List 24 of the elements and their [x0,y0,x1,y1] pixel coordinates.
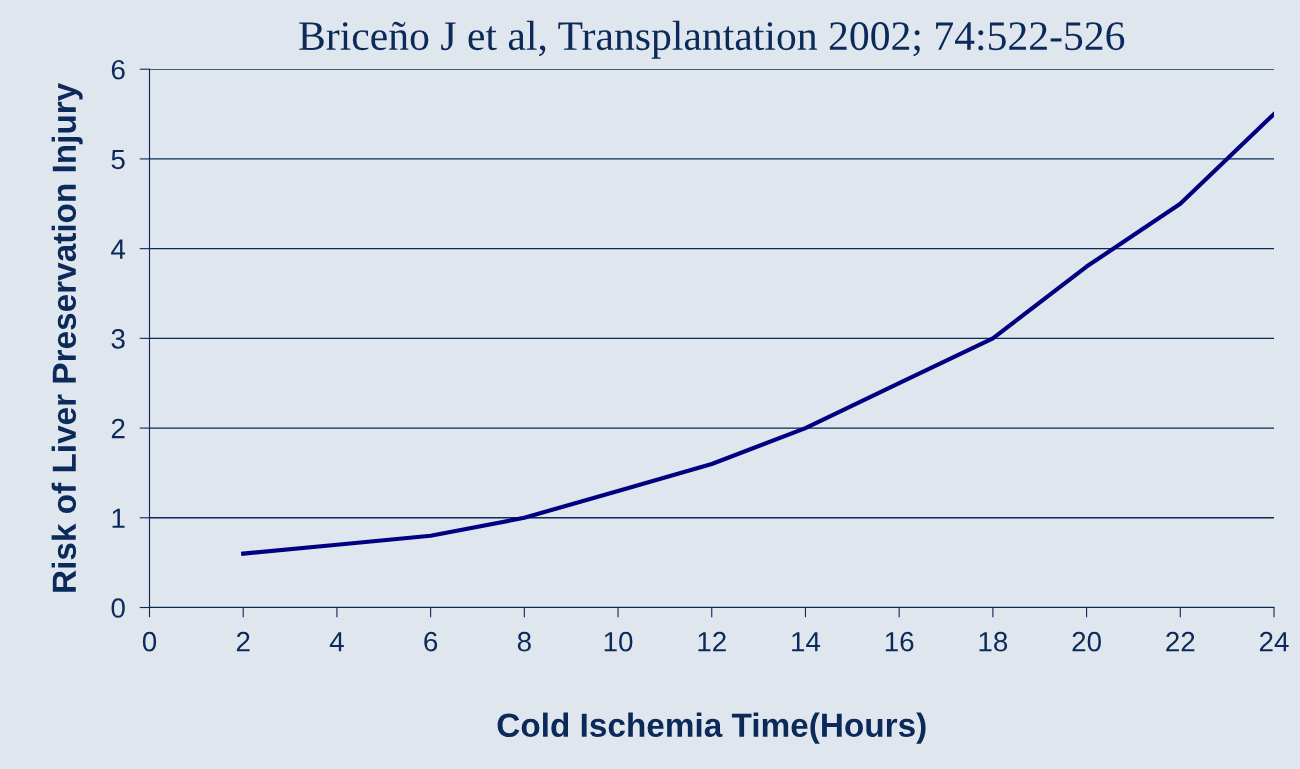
x-tick-label: 20 [1072,631,1101,652]
y-tick-label: 2 [111,418,125,439]
x-tick-label: 0 [142,631,157,652]
x-tick-label: 12 [698,631,726,652]
x-tick-label: 16 [885,631,914,652]
y-tick-label: 3 [111,329,125,349]
x-tick-label: 8 [517,631,531,652]
x-axis-title: Cold Ischemia Time(Hours) [497,712,926,744]
y-tick-label: 1 [112,508,125,528]
line-series [241,111,1274,556]
y-axis-title: Risk of Liver Preservation Injury [51,82,83,592]
x-tick-label: 2 [236,631,250,652]
x-tick-label: 24 [1259,631,1289,652]
x-tick-label: 22 [1166,631,1195,652]
chart-title: Briceño J et al, Transplantation 2002; 74:522-526 [299,20,1125,59]
y-tick-label: 5 [111,149,125,170]
y-tick-label: 0 [111,598,125,618]
x-tick-label: 18 [979,631,1008,652]
y-tick-label: 6 [111,59,125,80]
x-tick-label: 4 [329,632,344,652]
x-tick-label: 10 [604,631,633,652]
y-tick-label: 4 [111,239,126,259]
x-tick-label: 14 [792,632,821,652]
x-tick-label: 6 [424,631,438,652]
